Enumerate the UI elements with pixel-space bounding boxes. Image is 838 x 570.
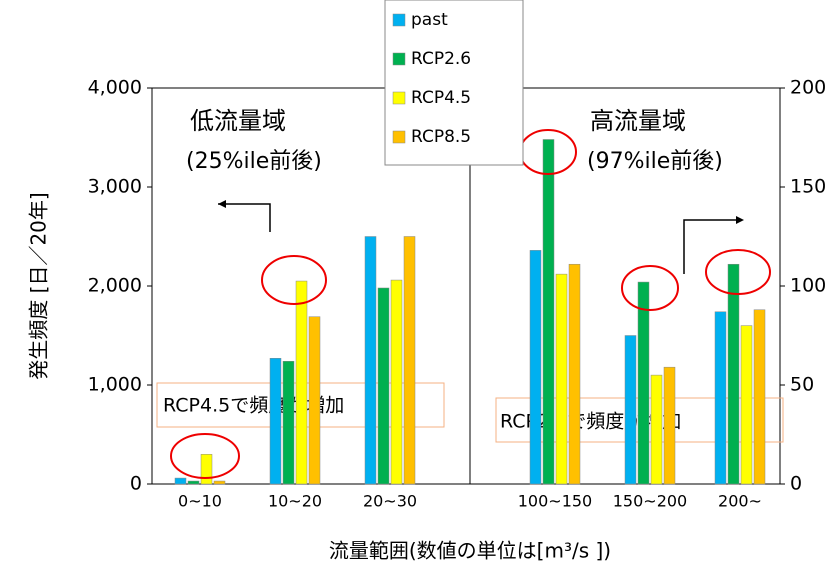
bar: [269, 358, 282, 485]
legend-label: RCP4.5: [411, 88, 471, 108]
bar: [714, 311, 727, 485]
x-tick-label: 100~150: [518, 492, 592, 511]
x-tick-label: 20~30: [363, 492, 417, 511]
y-tick-label: 0: [130, 473, 142, 495]
x-tick-label: 200~: [718, 492, 762, 511]
legend-swatch: [392, 52, 406, 66]
x-tick-label: 10~20: [268, 492, 322, 511]
y-tick-label: 2,000: [88, 275, 142, 297]
bar: [740, 325, 753, 485]
bar: [213, 480, 226, 485]
bar: [200, 454, 213, 485]
bar: [390, 279, 403, 485]
arrowhead: [736, 216, 744, 224]
bar: [663, 366, 676, 485]
y-tick-label: 0: [790, 473, 802, 495]
y-tick-label: 50: [790, 374, 814, 396]
highlight-circles: [170, 129, 771, 479]
bar: [555, 273, 568, 485]
legend-swatch: [392, 13, 406, 27]
bar: [624, 335, 637, 485]
y-axis-label: 発生頻度 [日／20年]: [27, 192, 51, 379]
bar: [308, 316, 321, 485]
x-tick-label: 150~200: [613, 492, 687, 511]
y-tick-label: 3,000: [88, 176, 142, 198]
bar: [568, 263, 581, 485]
bar: [753, 309, 766, 485]
y-tick-label: 1,000: [88, 374, 142, 396]
bar: [403, 236, 416, 485]
arrowhead: [218, 200, 226, 208]
bar: [364, 236, 377, 485]
legend-label: RCP8.5: [411, 127, 471, 147]
y-tick-label: 150: [790, 176, 826, 198]
arrow: [683, 219, 740, 274]
y-tick-label: 100: [790, 275, 826, 297]
bar: [650, 374, 663, 485]
annotation: (25%ile前後): [186, 149, 322, 174]
annotation: 高流量域: [590, 107, 686, 135]
bar: [295, 280, 308, 485]
bar: [282, 360, 295, 485]
y-tick-label: 4,000: [88, 77, 142, 99]
legend: [384, 0, 524, 166]
bar: [542, 139, 555, 485]
bar: [377, 287, 390, 485]
legend-swatch: [392, 130, 406, 144]
bar: [187, 480, 200, 485]
legend-label: RCP2.6: [411, 49, 471, 69]
x-tick-label: 0~10: [178, 492, 222, 511]
annotation: (97%ile前後): [587, 149, 723, 174]
arrow: [218, 203, 271, 232]
x-axis-label: 流量範囲(数値の単位は[m³/s ]): [329, 539, 611, 563]
y-tick-label: 200: [790, 77, 826, 99]
bar: [174, 477, 187, 485]
bar: [727, 263, 740, 485]
legend-swatch: [392, 91, 406, 105]
annotation: 低流量域: [190, 107, 286, 135]
bar: [529, 250, 542, 485]
legend-label: past: [411, 10, 448, 30]
bar: [637, 281, 650, 485]
